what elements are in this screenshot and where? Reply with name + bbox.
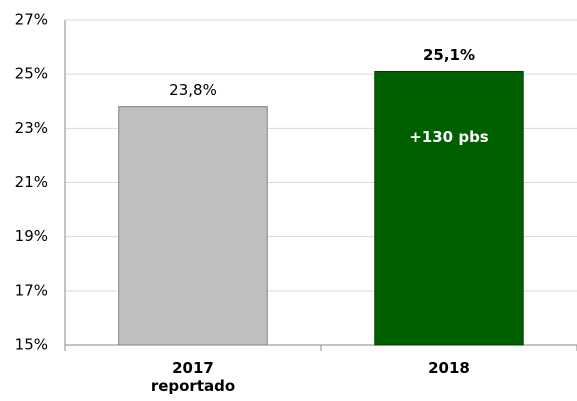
x-tick-label: 2018 xyxy=(428,359,470,377)
annotation: +130 pbs xyxy=(409,128,489,146)
y-tick-label: 17% xyxy=(15,281,48,299)
value-label: 23,8% xyxy=(169,81,217,99)
x-tick-label: 2017 reportado xyxy=(150,359,236,395)
y-tick-label: 19% xyxy=(15,227,48,245)
bar xyxy=(374,70,524,346)
y-tick-label: 25% xyxy=(15,65,48,83)
y-tick-label: 23% xyxy=(15,119,48,137)
y-tick-label: 15% xyxy=(15,336,48,354)
bar xyxy=(118,106,268,346)
y-tick-label: 21% xyxy=(15,173,48,191)
y-tick-label: 27% xyxy=(15,11,48,29)
value-label: 25,1% xyxy=(423,46,475,64)
